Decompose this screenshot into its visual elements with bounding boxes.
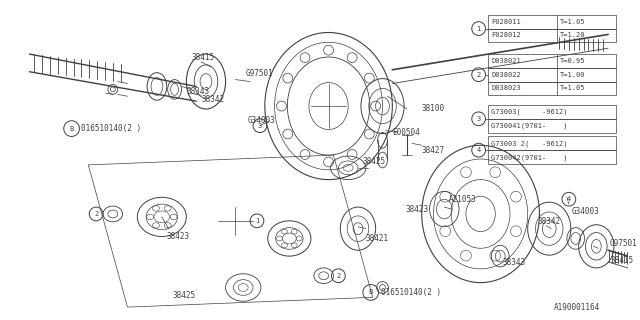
Bar [488, 54, 616, 68]
Text: 38100: 38100 [422, 105, 445, 114]
Text: 016510140(2 ): 016510140(2 ) [81, 124, 141, 133]
Text: 38415: 38415 [191, 52, 214, 61]
Text: D038023: D038023 [492, 85, 521, 92]
Text: 38425: 38425 [363, 157, 386, 166]
Text: G73003(     -9612): G73003( -9612) [492, 109, 568, 116]
Text: 38415: 38415 [610, 256, 633, 265]
Text: 3: 3 [477, 116, 481, 122]
Text: G34003: G34003 [572, 206, 600, 215]
Text: 38342: 38342 [201, 95, 224, 104]
Text: 38425: 38425 [173, 291, 196, 300]
Text: 1: 1 [255, 218, 259, 224]
Text: G730042(9701-    ): G730042(9701- ) [492, 154, 568, 161]
Text: 3: 3 [258, 123, 262, 129]
Bar [488, 105, 616, 119]
Text: T=1.00: T=1.00 [560, 72, 586, 78]
Text: F028011: F028011 [492, 19, 521, 25]
Text: B: B [70, 126, 74, 132]
Text: 38427: 38427 [422, 146, 445, 155]
Text: D038021: D038021 [492, 58, 521, 64]
Bar [488, 119, 616, 132]
Bar [488, 82, 616, 95]
Text: G97501: G97501 [610, 239, 638, 248]
Text: 38342: 38342 [538, 217, 561, 226]
Text: 2: 2 [336, 273, 340, 279]
Text: T=0.95: T=0.95 [560, 58, 586, 64]
Text: B: B [369, 289, 373, 295]
Text: G34003: G34003 [247, 116, 275, 125]
Text: G73003 2(   -9612): G73003 2( -9612) [492, 140, 568, 147]
Text: 38423: 38423 [167, 232, 190, 241]
Text: E00504: E00504 [392, 128, 420, 137]
Text: 4: 4 [567, 196, 571, 202]
Text: 38423: 38423 [405, 204, 428, 213]
Text: F028012: F028012 [492, 32, 521, 38]
Text: A190001164: A190001164 [554, 303, 600, 312]
Text: T=1.05: T=1.05 [560, 85, 586, 92]
Text: T=1.20: T=1.20 [560, 32, 586, 38]
Text: D038022: D038022 [492, 72, 521, 78]
Text: 38421: 38421 [366, 234, 389, 243]
Text: T=1.05: T=1.05 [560, 19, 586, 25]
Text: 1: 1 [477, 26, 481, 32]
Bar [488, 68, 616, 82]
Text: 4: 4 [477, 147, 481, 153]
Bar [488, 150, 616, 164]
Text: 016510140(2 ): 016510140(2 ) [381, 288, 441, 297]
Text: G730041(9701-    ): G730041(9701- ) [492, 123, 568, 129]
Text: 38343: 38343 [502, 259, 525, 268]
Text: 38343: 38343 [186, 87, 209, 96]
Bar [488, 28, 616, 42]
Text: 2: 2 [94, 211, 99, 217]
Bar [488, 136, 616, 150]
Text: G97501: G97501 [245, 69, 273, 78]
Text: 2: 2 [477, 72, 481, 78]
Bar [488, 15, 616, 28]
Text: A21053: A21053 [449, 195, 477, 204]
